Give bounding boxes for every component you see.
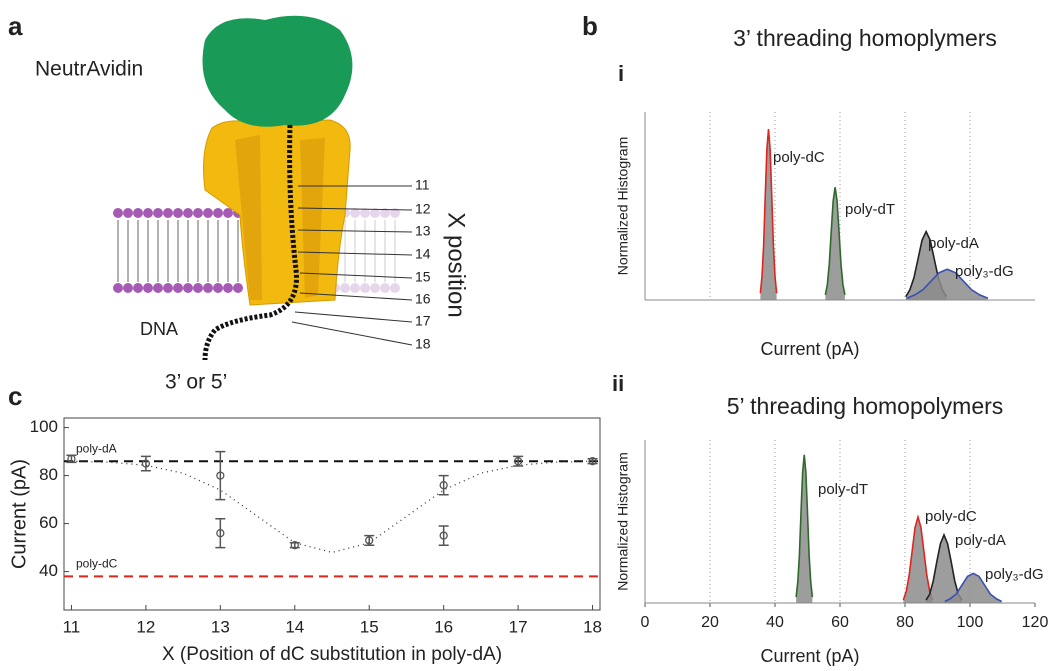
data-point	[216, 471, 225, 480]
data-point	[588, 457, 597, 466]
position-number: 14	[415, 246, 431, 262]
pore-diagram	[113, 15, 413, 361]
panel-title: 3’ threading homoplymers	[733, 25, 997, 51]
position-number: 18	[415, 336, 431, 352]
x-tick-label: 60	[831, 614, 849, 631]
peak-label: poly-dT	[845, 201, 895, 218]
error-bar	[438, 474, 449, 496]
error-bar	[215, 450, 226, 501]
lipid-heads	[113, 208, 400, 293]
position-number: 17	[415, 313, 431, 329]
data-point	[439, 531, 448, 540]
x-tick-label: 13	[211, 617, 230, 636]
position-number: 15	[415, 269, 431, 285]
histogram-area	[906, 269, 988, 300]
error-bar	[215, 518, 226, 549]
y-axis-label: Current (pA)	[8, 459, 30, 569]
end-label: 3’ or 5’	[165, 371, 227, 394]
x-tick-label: 16	[434, 617, 453, 636]
x-tick-label: 80	[896, 614, 914, 631]
fit-curve	[906, 268, 989, 300]
panel-title: 5’ threading homopolymers	[727, 393, 1004, 419]
fit-curve	[925, 532, 963, 601]
y-tick-label: 60	[39, 513, 58, 532]
lipid-tails	[334, 220, 396, 282]
reference-label: poly-dA	[76, 441, 117, 455]
histogram-area	[944, 573, 1002, 603]
position-number: 11	[415, 177, 430, 193]
position-leaders	[291, 185, 413, 346]
data-point	[439, 481, 448, 490]
x-axis-label: X (Position of dC substitution in poly-d…	[162, 644, 502, 665]
error-bar	[438, 525, 449, 546]
fit-curve	[795, 454, 814, 598]
y-tick-label: 80	[39, 465, 58, 484]
histogram-area	[926, 534, 962, 603]
peak-label: poly₃-dG	[985, 566, 1044, 583]
subpanel-label: i	[618, 61, 624, 86]
x-tick-label: 14	[285, 617, 304, 636]
y-axis-label: Normalized Histogram	[615, 137, 631, 275]
histogram-area	[825, 187, 845, 300]
peak-label: poly₃-dG	[955, 263, 1014, 280]
x-tick-label: 18	[583, 617, 602, 636]
fit-curve	[944, 572, 1003, 603]
data-point	[67, 454, 76, 463]
panel-label: c	[8, 381, 22, 411]
fit-curve	[902, 514, 934, 601]
panel-label: b	[582, 11, 598, 41]
plot-frame	[63, 417, 601, 611]
histogram-area	[796, 454, 813, 603]
reference-label: poly-dC	[76, 557, 118, 571]
histogram-area	[903, 517, 933, 603]
fit-curve	[759, 129, 778, 294]
x-tick-label: 0	[641, 614, 650, 631]
peak-label: poly-dA	[955, 532, 1006, 549]
peak-label: poly-dT	[818, 481, 868, 498]
position-number: 12	[415, 201, 431, 217]
protein-label: NeutrAvidin	[35, 58, 143, 81]
peak-label: poly-dA	[928, 235, 979, 252]
y-tick-label: 40	[39, 561, 58, 580]
x-tick-label: 100	[957, 614, 984, 631]
x-axis-label: Current (pA)	[760, 646, 859, 666]
peak-label: poly-dC	[925, 508, 977, 525]
position-number: 13	[415, 223, 431, 239]
data-point	[290, 541, 299, 550]
x-tick-label: 120	[1022, 614, 1049, 631]
fit-curve	[71, 460, 593, 554]
subpanel-label: ii	[612, 371, 624, 396]
y-axis-label: Normalized Histogram	[615, 452, 631, 590]
data-point	[365, 536, 374, 545]
x-tick-label: 12	[136, 617, 155, 636]
neutravidin	[202, 15, 353, 127]
x-tick-label: 20	[701, 614, 719, 631]
axis-label: X position	[443, 212, 470, 317]
dna-label: DNA	[140, 319, 178, 339]
pore-shade	[235, 135, 325, 300]
x-tick-label: 15	[360, 617, 379, 636]
panel-label: a	[8, 11, 23, 41]
histogram-area	[760, 129, 777, 300]
error-bar	[140, 455, 151, 472]
x-axis-label: Current (pA)	[760, 339, 859, 359]
data-point	[141, 459, 151, 468]
x-tick-label: 11	[63, 617, 81, 636]
peak-label: poly-dC	[773, 149, 825, 166]
data-point	[216, 529, 225, 538]
y-tick-label: 100	[30, 417, 58, 436]
dna-strand	[202, 124, 299, 361]
fit-curve	[824, 187, 846, 296]
data-point	[513, 457, 523, 466]
lipid-tails	[117, 220, 239, 282]
position-number: 16	[415, 291, 431, 307]
x-tick-label: 40	[766, 614, 784, 631]
x-tick-label: 17	[509, 617, 528, 636]
